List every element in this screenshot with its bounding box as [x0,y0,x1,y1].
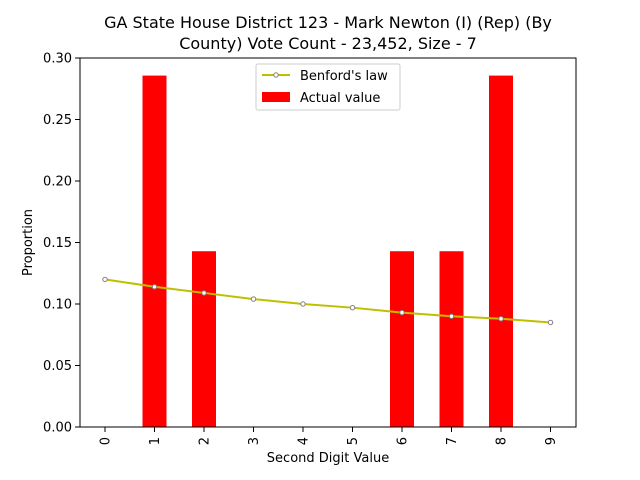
benford-point-4 [300,301,306,307]
y-tick-label: 0.05 [43,359,72,374]
y-tick-label: 0.30 [43,52,72,67]
benford-line [104,278,551,324]
benford-point-0 [102,276,108,283]
bar-8 [489,75,513,428]
x-tick-label: 0 [99,437,114,445]
bar-7 [439,251,464,427]
x-tick-label: 8 [495,437,510,445]
y-tick-label: 0.15 [43,236,72,251]
benford-point-1 [151,284,158,290]
x-tick-label: 3 [247,437,262,445]
legend-label-actual: Actual value [300,91,380,106]
legend-box [255,63,401,111]
y-axis-label: Proportion [21,209,36,276]
benford-point-7 [448,313,455,319]
benford-point-2 [201,290,207,296]
x-tick-label: 2 [198,437,213,445]
chart-title-line-1: GA State House District 123 - Mark Newto… [104,13,552,32]
benford-point-5 [349,304,356,311]
legend-line-marker [273,72,279,78]
x-tick-label: 1 [148,437,163,445]
benford-point-6 [399,309,405,316]
y-tick-label: 0.25 [43,113,72,128]
bar-1 [142,75,167,428]
x-tick-label: 7 [445,437,460,445]
x-tick-label: 9 [544,437,559,445]
x-tick-label: 6 [396,437,411,445]
bar-2 [192,251,216,427]
y-tick-label: 0.10 [43,298,72,313]
bar-6 [390,251,414,427]
benford-point-9 [547,319,554,326]
plot-frame [79,57,577,428]
y-tick-label: 0.20 [43,175,72,190]
plot-area: 0.00 0.05 0.10 0.15 0.20 0.25 0.30 0 1 2 3 4 5 6 7 8 9 [43,52,559,446]
x-tick-label: 5 [346,437,361,445]
chart-title-line-2: County) Vote Count - 23,452, Size - 7 [179,34,477,53]
y-tick-label: 0.00 [43,421,72,436]
benford-point-3 [250,296,257,302]
benford-point-8 [498,316,504,322]
legend-bar-swatch [262,92,290,102]
legend: Benford's law Actual value [255,63,401,111]
legend-label-benford: Benford's law [300,69,388,84]
x-axis-label: Second Digit Value [267,451,389,466]
x-tick-label: 4 [297,437,312,445]
